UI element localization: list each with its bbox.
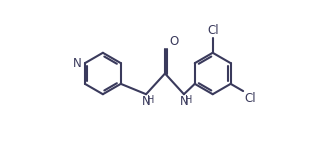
Text: N: N [73, 57, 82, 70]
Text: Cl: Cl [207, 25, 218, 37]
Text: Cl: Cl [245, 92, 256, 105]
Text: H: H [185, 95, 193, 105]
Text: H: H [148, 95, 155, 105]
Text: O: O [170, 35, 179, 48]
Text: N: N [142, 95, 150, 108]
Text: N: N [180, 95, 188, 108]
